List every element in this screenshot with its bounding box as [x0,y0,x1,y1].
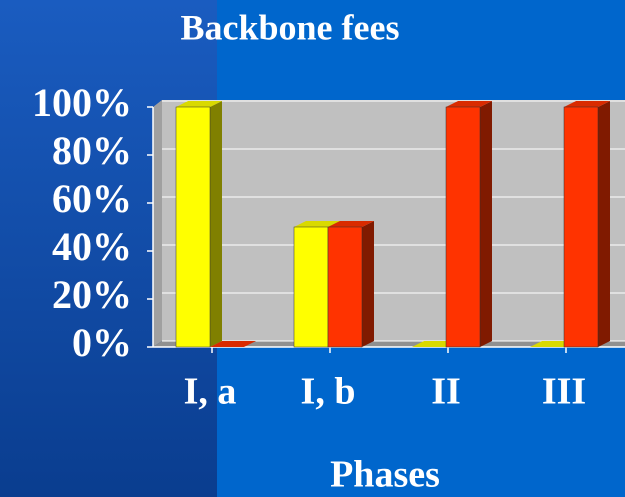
bar-side [210,101,222,347]
side-wall [153,100,162,347]
y-tick-label: 60% [52,176,132,221]
bar-side [480,101,492,347]
bar [563,106,599,348]
x-tick-label: I, a [184,371,237,413]
bar-side [362,221,374,347]
bar [293,226,329,348]
bar-top [446,101,492,107]
bar-top [294,221,340,227]
y-tick-label: 0% [72,320,132,365]
y-tick-label: 80% [52,128,132,173]
x-axis-label: Phases [330,454,440,496]
bar [327,226,363,348]
bar-side [598,101,610,347]
bar-top [564,101,610,107]
bar-top [328,221,374,227]
floor [153,341,625,347]
bar [175,106,211,348]
bar-top [176,101,222,107]
x-tick-label: II [431,371,461,413]
back-wall [162,100,625,341]
chart-title: Backbone fees [181,7,400,47]
y-tick-label: 40% [52,224,132,269]
bar-top [210,341,256,347]
y-tick-label: 20% [52,272,132,317]
bar [445,106,481,348]
x-tick-label: I, b [301,371,356,413]
x-tick-label: III [542,371,586,413]
y-tick-label: 100% [32,80,132,125]
